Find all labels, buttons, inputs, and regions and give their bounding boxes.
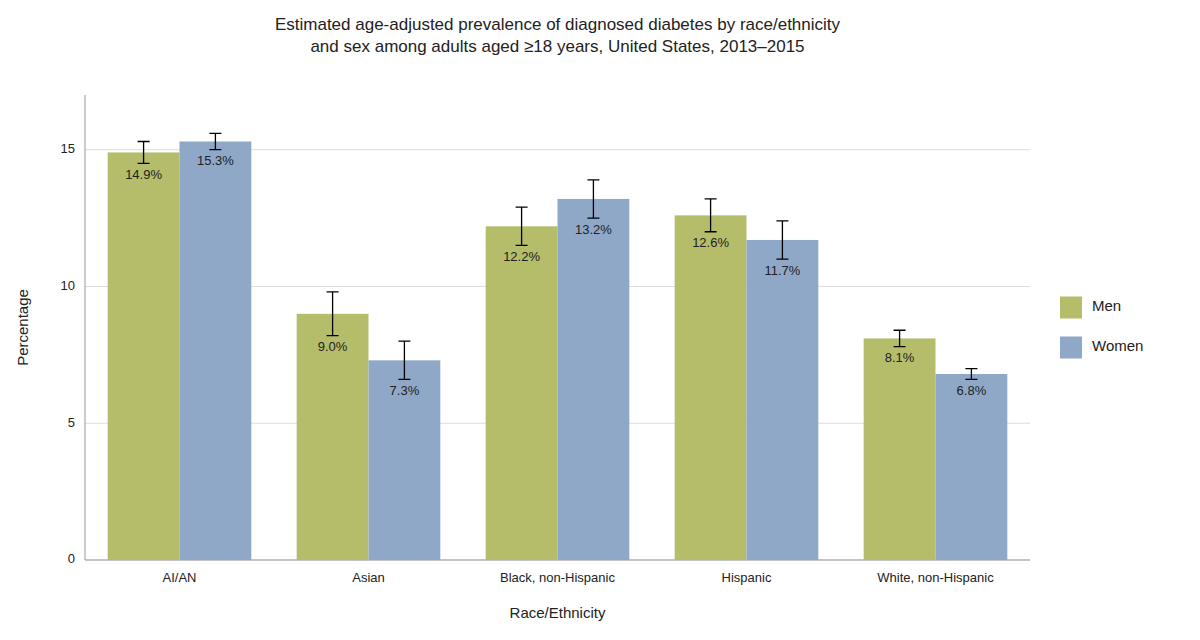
error-bar — [138, 142, 150, 164]
legend-swatch — [1060, 297, 1082, 319]
data-label: 6.8% — [957, 383, 987, 398]
y-tick-label: 15 — [61, 141, 75, 156]
data-labels: 14.9% 9.0% 12.2% 12.6% 8.1% 15.3% 7.3% 13.2% 11.… — [125, 153, 987, 398]
title-line: and sex among adults aged ≥18 years, Uni… — [310, 37, 804, 56]
error-bar — [587, 180, 599, 218]
bar — [180, 142, 252, 561]
title: Estimated age-adjusted prevalence of dia… — [275, 15, 841, 56]
bar — [747, 240, 819, 560]
chart: 0 5 10 15 AI/AN Asian Black, non-Hispanic Hispa… — [0, 0, 1200, 640]
error-bar — [209, 133, 221, 149]
data-label: 15.3% — [197, 153, 234, 168]
bar — [558, 199, 630, 560]
plot-marks — [108, 133, 1008, 560]
x-axis-label: Race/Ethnicity — [510, 604, 606, 621]
error-bar — [705, 199, 717, 232]
bar — [486, 226, 558, 560]
y-tick-label: 0 — [68, 551, 75, 566]
data-label: 13.2% — [575, 222, 612, 237]
data-label: 11.7% — [764, 263, 800, 278]
bar — [297, 314, 369, 560]
bar — [864, 338, 936, 560]
data-label: 7.3% — [390, 383, 420, 398]
data-label: 9.0% — [318, 339, 348, 354]
y-axis-label: Percentage — [14, 289, 31, 366]
y-tick-label: 10 — [61, 278, 75, 293]
error-bar — [516, 207, 528, 245]
legend-label: Women — [1092, 337, 1143, 354]
data-label: 12.2% — [503, 249, 540, 264]
error-bar — [894, 330, 906, 346]
bar — [675, 215, 747, 560]
x-tick-label: AI/AN — [163, 570, 197, 585]
legend-label: Men — [1092, 297, 1121, 314]
bar — [369, 360, 441, 560]
error-bar — [965, 369, 977, 380]
data-label: 8.1% — [885, 350, 915, 365]
legend-swatch — [1060, 337, 1082, 359]
title-line: Estimated age-adjusted prevalence of dia… — [275, 15, 841, 34]
error-bar — [398, 341, 410, 379]
data-label: 14.9% — [125, 167, 162, 182]
x-tick-label: Asian — [352, 570, 385, 585]
x-tick-label: Hispanic — [722, 570, 772, 585]
data-label: 12.6% — [692, 235, 729, 250]
x-tick-label: White, non-Hispanic — [877, 570, 994, 585]
y-axis-line — [85, 95, 86, 560]
bar — [108, 152, 180, 560]
legend: Men Women — [1060, 297, 1143, 359]
y-tick-label: 5 — [68, 415, 75, 430]
error-bar — [776, 221, 788, 259]
x-tick-label: Black, non-Hispanic — [500, 570, 615, 585]
bar — [936, 374, 1008, 560]
error-bar — [327, 292, 339, 336]
